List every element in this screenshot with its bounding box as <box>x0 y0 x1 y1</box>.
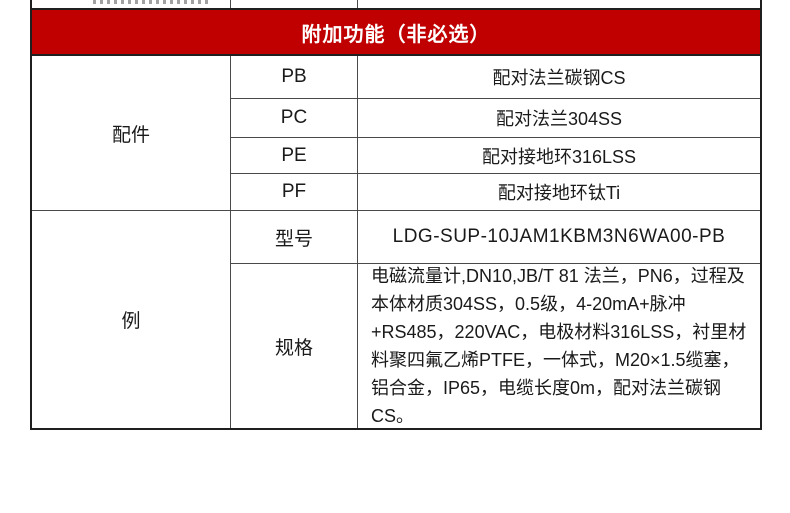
clipped-cell-code <box>231 0 358 8</box>
section-header-bar: 附加功能（非必选） <box>30 8 762 54</box>
desc-cell-pc: 配对法兰304SS <box>358 99 760 138</box>
clipped-cell-desc <box>358 0 760 8</box>
code-cell-model: 型号 <box>231 211 358 264</box>
spec-table: 附加功能（非必选） 配件 PB 配对法兰碳钢CS PC 配对法兰304SS PE… <box>30 0 762 430</box>
desc-cell-spec: 电磁流量计,DN10,JB/T 81 法兰，PN6，过程及本体材质304SS，0… <box>371 266 747 426</box>
desc-cell-model: LDG-SUP-10JAM1KBM3N6WA00-PB <box>358 211 760 264</box>
clipped-text-remnant <box>93 0 211 4</box>
clipped-cell-label <box>32 0 231 8</box>
desc-cell-pf: 配对接地环钛Ti <box>358 174 760 211</box>
desc-cell-pe: 配对接地环316LSS <box>358 138 760 174</box>
code-cell-pf: PF <box>231 174 358 211</box>
code-cell-pb: PB <box>231 56 358 99</box>
code-cell-pe: PE <box>231 138 358 174</box>
section-title: 附加功能（非必选） <box>301 23 491 46</box>
code-cell-spec: 规格 <box>231 264 358 428</box>
code-cell-pc: PC <box>231 99 358 138</box>
clipped-row-above <box>30 0 762 8</box>
desc-cell-pb: 配对法兰碳钢CS <box>358 56 760 99</box>
spec-table-grid: 配件 PB 配对法兰碳钢CS PC 配对法兰304SS PE 配对接地环316L… <box>30 54 762 430</box>
row-group-label-example: 例 <box>32 211 231 428</box>
row-group-label-accessories: 配件 <box>32 56 231 211</box>
